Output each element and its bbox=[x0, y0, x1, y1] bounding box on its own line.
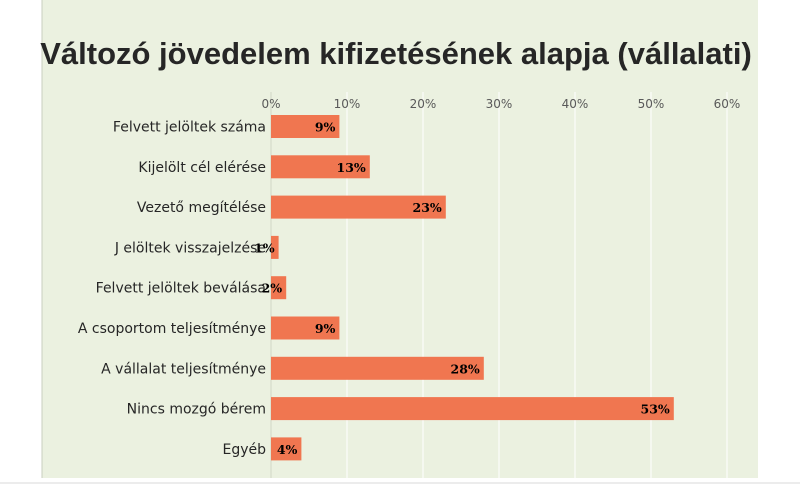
x-tick-label: 0% bbox=[261, 97, 280, 111]
data-label: 13% bbox=[337, 160, 366, 175]
bar bbox=[271, 316, 340, 340]
data-label: 9% bbox=[315, 321, 336, 336]
bar bbox=[271, 276, 287, 300]
category-labels: Felvett jelöltek száma Kijelölt cél eléré… bbox=[78, 120, 266, 458]
bar bbox=[271, 437, 302, 461]
x-axis-ticks: 0% 10% 20% 30% 40% 50% 60% bbox=[261, 97, 740, 111]
category-label: A csoportom teljesítménye bbox=[78, 321, 266, 337]
x-tick-label: 30% bbox=[486, 97, 513, 111]
category-label: Felvett jelöltek beválása bbox=[96, 281, 266, 297]
bars bbox=[271, 115, 674, 461]
category-label: Nincs mozgó bérem bbox=[127, 402, 266, 418]
data-label: 23% bbox=[413, 200, 442, 215]
data-label: 4% bbox=[277, 442, 298, 457]
data-label: 28% bbox=[451, 361, 480, 376]
category-label: J elöltek visszajelzése bbox=[114, 240, 266, 256]
category-label: A vállalat teljesítménye bbox=[101, 361, 266, 377]
data-label: 2% bbox=[262, 281, 283, 296]
category-label: Kijelölt cél elérése bbox=[138, 160, 266, 176]
x-tick-label: 40% bbox=[562, 97, 589, 111]
category-label: Vezető megítélése bbox=[137, 200, 266, 216]
category-label: Egyéb bbox=[222, 442, 266, 458]
bar bbox=[271, 356, 484, 380]
data-label: 9% bbox=[315, 120, 336, 135]
bar bbox=[271, 235, 279, 259]
data-label: 1% bbox=[254, 240, 275, 255]
data-labels: 9% 13% 23% 1% 2% 9% 28% 53% 4% bbox=[254, 120, 670, 457]
bar bbox=[271, 195, 446, 219]
bar bbox=[271, 397, 674, 421]
category-label: Felvett jelöltek száma bbox=[113, 120, 266, 136]
x-tick-label: 10% bbox=[334, 97, 361, 111]
x-tick-label: 20% bbox=[410, 97, 437, 111]
x-tick-label: 50% bbox=[638, 97, 665, 111]
bar bbox=[271, 115, 340, 138]
data-label: 53% bbox=[641, 402, 670, 417]
chart-title: Változó jövedelem kifizetésének alapja (… bbox=[40, 36, 752, 71]
bar bbox=[271, 155, 370, 179]
x-tick-label: 60% bbox=[714, 97, 741, 111]
